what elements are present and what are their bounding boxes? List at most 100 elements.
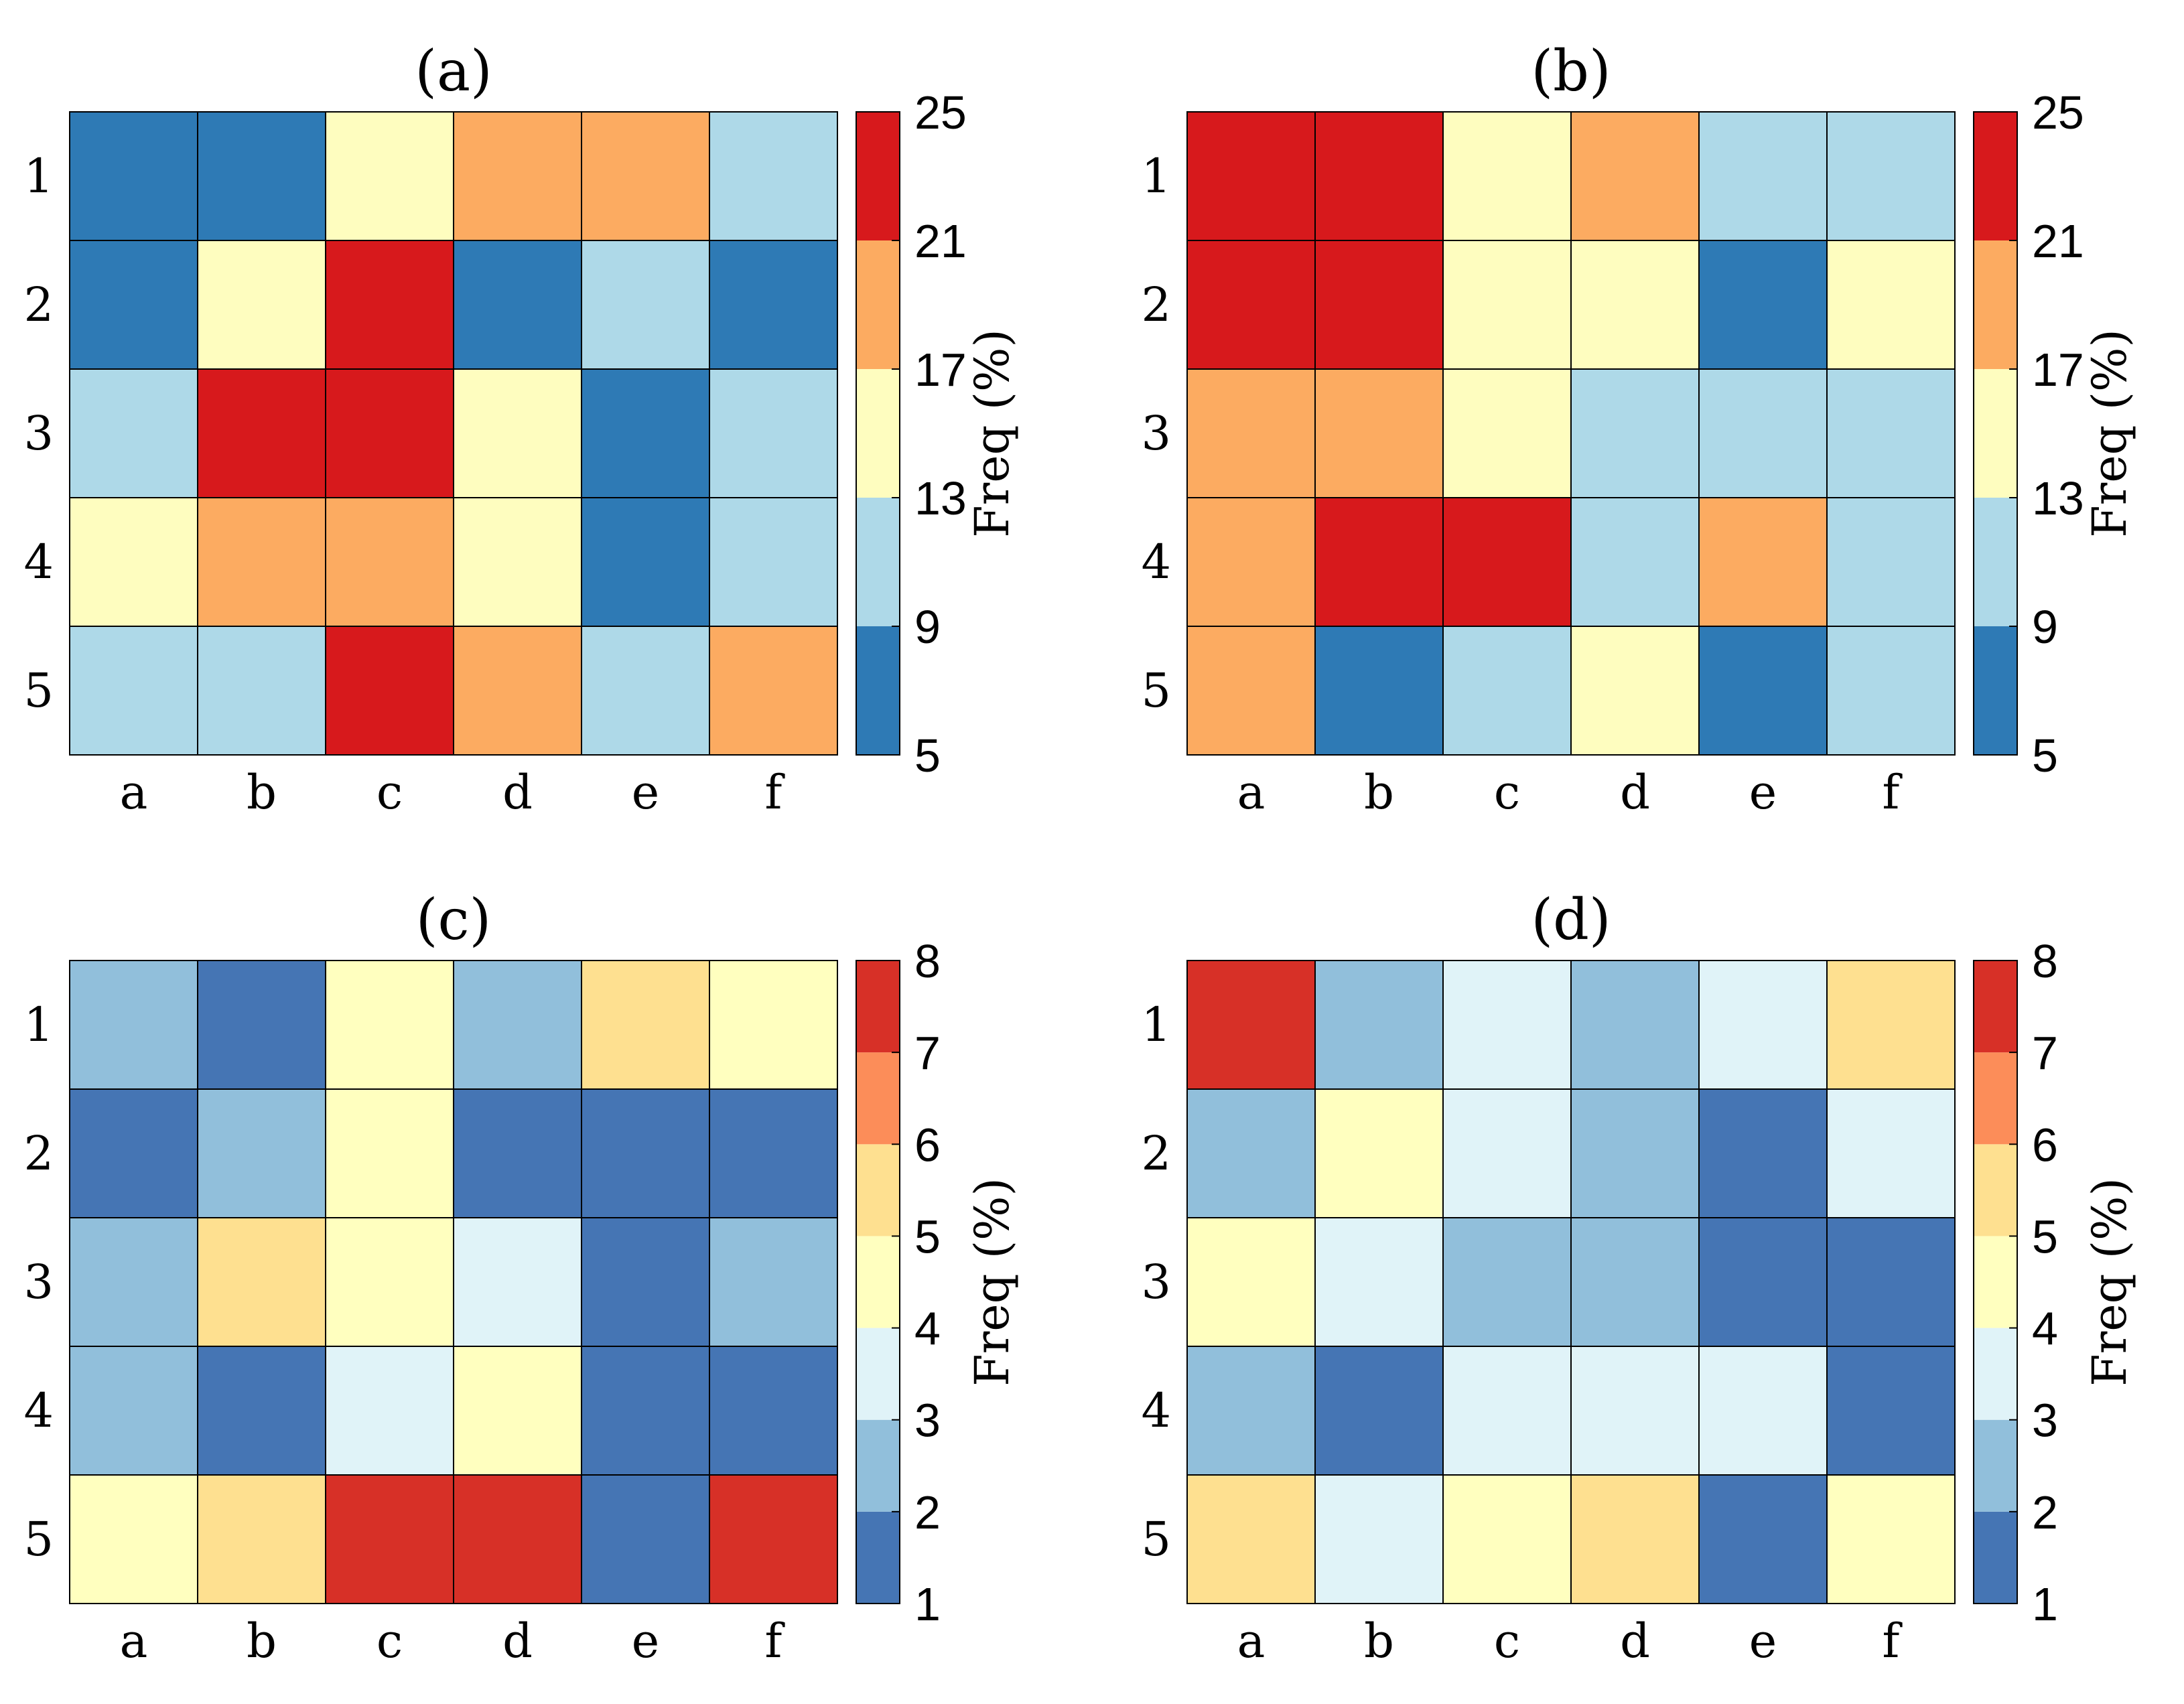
panel-d: (d) 1 2 3 4 5 a b c d e f 1 2 3 4 5 6 7 8 Freq (%) xyxy=(1141,887,2137,1668)
column-tick-label: d xyxy=(502,1614,533,1668)
colorbar-frame xyxy=(1973,960,2018,1604)
heatmap-cell xyxy=(325,111,454,241)
heatmap-cell xyxy=(581,1474,710,1604)
heatmap-cell xyxy=(1570,111,1700,241)
colorbar-frame xyxy=(856,960,900,1604)
row-tick-label: 1 xyxy=(1141,149,1171,204)
colorbar-segment xyxy=(856,1419,900,1512)
colorbar-tick-label: 17 xyxy=(914,344,967,396)
heatmap-cell xyxy=(1442,960,1572,1090)
heatmap-cell xyxy=(197,368,326,498)
heatmap-cell xyxy=(1570,1217,1700,1347)
column-tick-label: b xyxy=(1364,765,1394,820)
heatmap-cell xyxy=(1698,960,1828,1090)
heatmap-cell xyxy=(1186,1088,1316,1218)
heatmap-cell xyxy=(69,626,198,756)
heatmap-cell xyxy=(1826,1088,1956,1218)
heatmap-cell xyxy=(1826,497,1956,627)
heatmap-cell xyxy=(1698,1474,1828,1604)
panel-title: (d) xyxy=(1531,887,1611,952)
colorbar-tick-label: 25 xyxy=(914,86,967,139)
heatmap-cell xyxy=(1442,1346,1572,1476)
heatmap-cell xyxy=(453,240,582,370)
row-tick-label: 3 xyxy=(23,1255,54,1309)
colorbar-tick-label: 5 xyxy=(2032,1210,2058,1263)
heatmap-cell xyxy=(1314,626,1444,756)
heatmap-cell xyxy=(69,368,198,498)
heatmap-cell xyxy=(325,1088,454,1218)
row-tick-label: 4 xyxy=(23,1383,54,1438)
heatmap-cell xyxy=(69,1088,198,1218)
heatmap-cell xyxy=(1826,1346,1956,1476)
colorbar-segment xyxy=(1974,1144,2017,1236)
heatmap-cell xyxy=(581,1217,710,1347)
row-tick-label: 2 xyxy=(1141,1126,1171,1181)
heatmap-cell xyxy=(325,1217,454,1347)
heatmap-cell xyxy=(1186,1217,1316,1347)
row-tick-label: 3 xyxy=(1141,406,1171,461)
heatmap-cell xyxy=(1442,1088,1572,1218)
colorbar-tick-label: 21 xyxy=(2032,215,2084,267)
heatmap-cell xyxy=(1314,1474,1444,1604)
heatmap-cell xyxy=(709,368,838,498)
heatmap-cell xyxy=(325,240,454,370)
heatmap-cell xyxy=(1698,626,1828,756)
heatmap-cell xyxy=(69,497,198,627)
heatmap-cell xyxy=(1698,111,1828,241)
row-tick-label: 1 xyxy=(1141,997,1171,1052)
heatmap-cell xyxy=(709,497,838,627)
column-tick-label: a xyxy=(120,765,148,820)
heatmap-cell xyxy=(1186,240,1316,370)
row-tick-label: 5 xyxy=(1141,663,1171,718)
column-tick-label: f xyxy=(765,1614,786,1668)
colorbar-segment xyxy=(856,961,900,1053)
heatmap-cell xyxy=(1314,1217,1444,1347)
heatmap-cell xyxy=(1570,1474,1700,1604)
heatmap-cell xyxy=(453,626,582,756)
heatmap-cell xyxy=(1826,626,1956,756)
heatmap-cell xyxy=(197,1474,326,1604)
row-tick-label: 5 xyxy=(23,663,54,718)
heatmap-cell xyxy=(1314,111,1444,241)
row-tick-label: 4 xyxy=(23,535,54,589)
heatmap-cell xyxy=(1698,240,1828,370)
colorbar-segment xyxy=(856,1328,900,1420)
heatmap-cell xyxy=(197,1217,326,1347)
heatmap-cell xyxy=(69,1474,198,1604)
heatmap-cell xyxy=(709,626,838,756)
heatmap-cell xyxy=(197,960,326,1090)
heatmap-cell xyxy=(1186,1474,1316,1604)
colorbar-segment xyxy=(856,240,900,369)
column-tick-label: c xyxy=(377,765,403,820)
panel-b: (b) 1 2 3 4 5 a b c d e f 5 9 13 17 21 25 Freq (%) xyxy=(1141,38,2137,820)
colorbar-tick-label: 9 xyxy=(914,601,941,653)
colorbar-segment xyxy=(1974,1236,2017,1328)
colorbar-tick-label: 13 xyxy=(914,472,967,524)
heatmap-cell xyxy=(1570,1346,1700,1476)
colorbar-segment xyxy=(856,498,900,626)
colorbar-tick-label: 17 xyxy=(2032,344,2084,396)
colorbar-tick-label: 2 xyxy=(2032,1486,2058,1539)
column-tick-label: d xyxy=(1620,1614,1650,1668)
heatmap-cell xyxy=(1826,368,1956,498)
heatmap-cell xyxy=(1314,368,1444,498)
colorbar-segment xyxy=(856,1052,900,1145)
heatmap-cell xyxy=(581,240,710,370)
heatmap-cell xyxy=(1698,1217,1828,1347)
heatmap-cell xyxy=(1442,626,1572,756)
heatmap-cell xyxy=(1570,497,1700,627)
heatmap-cell xyxy=(69,1217,198,1347)
colorbar-segment xyxy=(856,1236,900,1328)
heatmap-cell xyxy=(197,111,326,241)
row-tick-label: 5 xyxy=(23,1512,54,1567)
heatmap-cell xyxy=(325,960,454,1090)
colorbar-segment xyxy=(1974,240,2017,369)
panel-title: (a) xyxy=(415,38,492,104)
colorbar-segment xyxy=(1974,369,2017,498)
colorbar-segment xyxy=(1974,1419,2017,1512)
colorbar-tick-label: 25 xyxy=(2032,86,2084,139)
heatmap-cell xyxy=(1186,497,1316,627)
colorbar-tick-label: 5 xyxy=(914,1210,941,1263)
colorbar-tick-label: 6 xyxy=(914,1119,941,1171)
